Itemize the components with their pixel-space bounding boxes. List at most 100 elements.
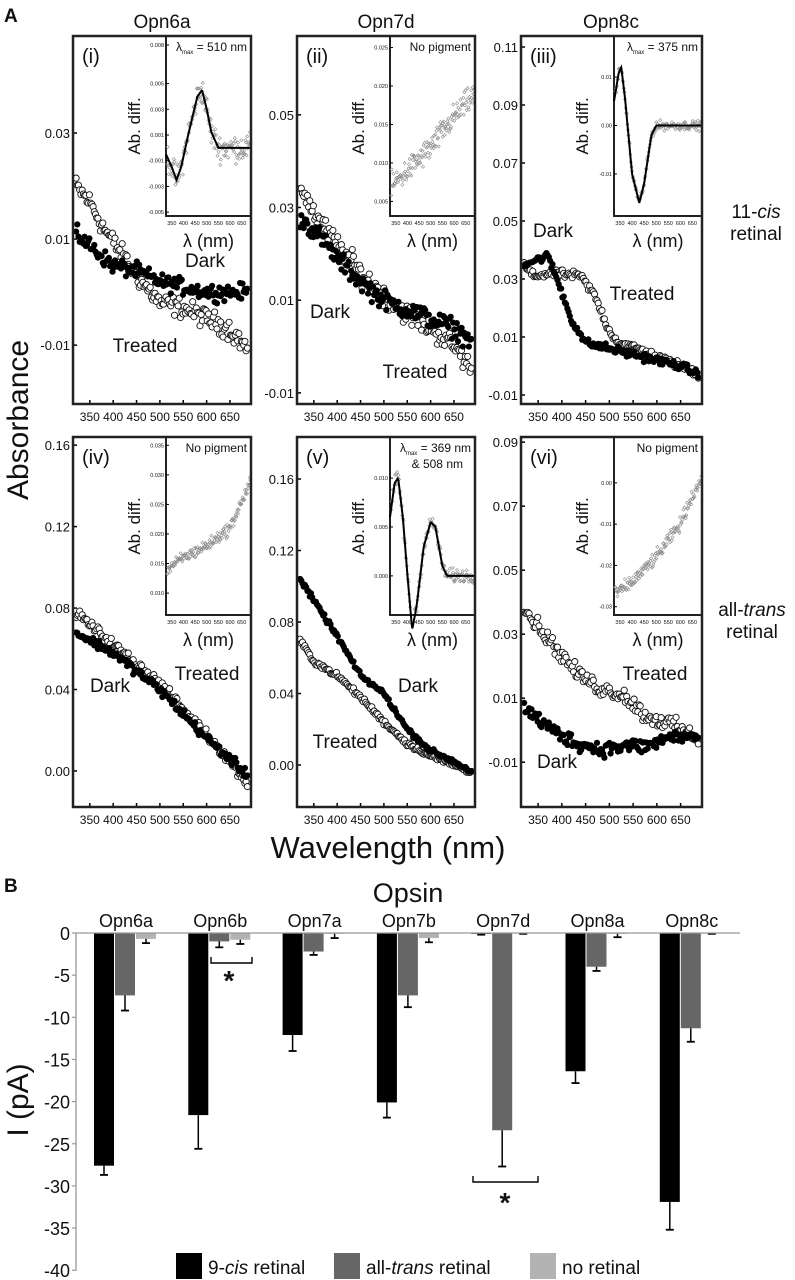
dark-data-point [695, 734, 702, 741]
inset-data-point [169, 171, 174, 177]
inset-data-point [419, 155, 424, 160]
x-tick-label: 450 [351, 410, 371, 424]
inset-data-point [670, 535, 675, 540]
row-label-all-trans: all-trans [718, 600, 786, 621]
inset-data-point [218, 157, 223, 162]
inset-x-axis-label: λ (nm) [633, 630, 684, 650]
y-tick-label: 0.07 [493, 156, 518, 171]
dark-data-point [194, 282, 201, 289]
treated-data-point [235, 329, 243, 338]
inset-data-point [449, 114, 454, 119]
inset-data-point [466, 105, 471, 110]
inset-data-point [668, 527, 673, 532]
y-tick-label: 0 [60, 924, 70, 944]
bar-opn8a-series-1 [586, 933, 607, 967]
inset-data-point [389, 193, 394, 198]
dark-data-point [239, 280, 246, 287]
dark-data-point [345, 258, 352, 265]
inset-data-point [617, 585, 622, 590]
category-label-opn8c: Opn8c [665, 911, 718, 931]
inset-x-tick-label: 400 [627, 221, 636, 227]
x-tick-label: 550 [623, 813, 643, 827]
inset-x-tick-label: 600 [225, 620, 234, 626]
series-dark [73, 629, 251, 781]
inset-data-point [664, 536, 669, 541]
inset-data-point [430, 516, 435, 521]
dark-data-point [91, 241, 98, 249]
dark-data-point [368, 299, 375, 306]
inset-data-point [464, 100, 469, 105]
series-label-treated: Treated [113, 336, 178, 357]
dark-data-point [86, 235, 93, 242]
dark-data-point [468, 768, 475, 775]
inset-data-point [244, 153, 249, 158]
dark-data-point [224, 283, 231, 290]
panel-frame [295, 34, 477, 406]
inset-data-point [451, 102, 456, 107]
inset-x-tick-label: 650 [461, 221, 470, 227]
inset-data-point [209, 533, 214, 538]
inset-data-point [661, 541, 666, 546]
inset-data-point [648, 558, 653, 563]
dark-data-point [407, 313, 414, 320]
inset-data-point [460, 101, 465, 106]
treated-data-point [348, 245, 356, 254]
inset-note-line2: & 508 nm [412, 457, 463, 471]
treated-data-point [686, 724, 694, 732]
inset-data-point [232, 136, 237, 141]
inset-data-point [178, 551, 183, 556]
inset-x-tick-label: 500 [652, 221, 661, 227]
treated-data-point [217, 318, 225, 326]
dark-data-point [365, 290, 372, 297]
inset-data-point [198, 95, 203, 100]
lambda-symbol: λ [176, 40, 182, 54]
inset-y-tick-label: 0.010 [374, 161, 388, 167]
x-tick-label: 650 [444, 410, 464, 424]
treated-data-point [441, 341, 449, 349]
inset-x-tick-label: 650 [688, 620, 697, 626]
inset-data-point [647, 560, 652, 565]
x-tick-label: 350 [528, 813, 548, 827]
panel-frame [71, 34, 253, 406]
treated-data-point [241, 337, 249, 345]
legend-label: all-trans retinal [366, 1258, 491, 1279]
x-tick-label: 650 [671, 410, 691, 424]
dark-data-point [453, 320, 460, 327]
inset-data-point [393, 181, 398, 186]
legend-label-suffix: retinal [434, 1258, 491, 1279]
inset-data-point [447, 130, 452, 135]
inset-data-point [684, 513, 689, 518]
inset-x-tick-label: 650 [461, 620, 470, 626]
inset-data-point [415, 162, 420, 167]
dark-data-point [373, 287, 380, 294]
inset-y-axis-label: Ab. diff. [125, 97, 144, 154]
dark-data-point [350, 658, 357, 665]
y-tick-label: 0.03 [493, 272, 518, 287]
inset-data-point [171, 562, 176, 567]
inset-frame [389, 35, 476, 217]
inset-data-point [390, 183, 395, 188]
inset-x-tick-label: 350 [167, 221, 176, 227]
inset-data-point [172, 159, 177, 164]
y-tick-label: 0.01 [45, 232, 70, 247]
inset-data-point [186, 556, 192, 561]
inset-data-point [236, 140, 241, 145]
y-tick-label: 0.09 [493, 435, 518, 450]
inset-frame [165, 436, 252, 616]
treated-data-point [464, 352, 472, 360]
panel-number: (i) [82, 46, 100, 68]
bar-opn7b-series-1 [397, 933, 418, 996]
x-tick-label: 550 [397, 813, 417, 827]
treated-data-point [211, 308, 219, 316]
legend: 9-cis retinal all-trans retinal no retinal [176, 1253, 640, 1279]
category-label-opn7b: Opn7b [382, 911, 436, 931]
inset-data-point [166, 172, 171, 177]
y-tick-label: -0.01 [40, 338, 70, 353]
inset-data-point [222, 141, 227, 146]
x-tick-label: 350 [80, 813, 100, 827]
inset-x-tick-label: 600 [449, 620, 458, 626]
inset-data-point [189, 548, 194, 553]
inset-data-point [649, 556, 654, 561]
